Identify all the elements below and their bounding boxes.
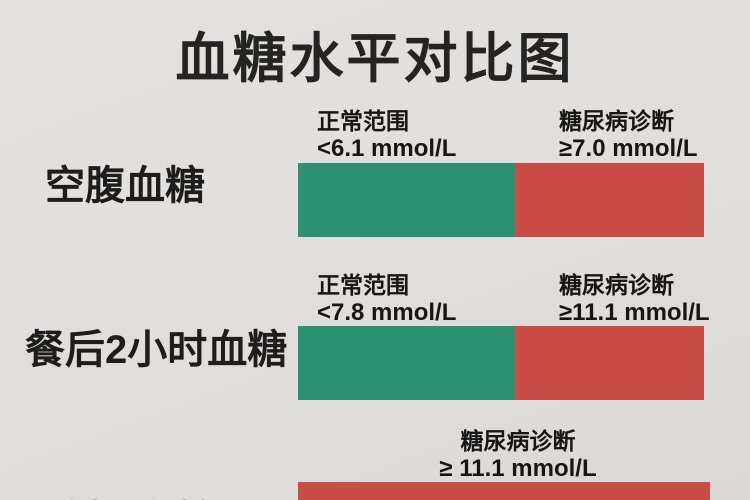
diabetes-segment [514, 326, 704, 400]
diabetes-header-row2: 糖尿病诊断 ≥11.1 mmol/L [559, 272, 710, 327]
diabetes-value: ≥7.0 mmol/L [559, 135, 698, 163]
normal-range-segment [298, 163, 515, 237]
normal-range-title: 正常范围 [317, 108, 409, 134]
normal-range-segment [298, 326, 515, 400]
normal-range-header-row1: 正常范围 <6.1 mmol/L [317, 108, 456, 163]
diabetes-segment [514, 163, 704, 237]
diabetes-title: 糖尿病诊断 [460, 428, 576, 454]
random-glucose-bar [298, 482, 710, 500]
diabetes-header-row1: 糖尿病诊断 ≥7.0 mmol/L [559, 108, 698, 163]
row-label-postprandial-glucose: 餐后2小时血糖 [25, 328, 288, 372]
normal-range-title: 正常范围 [317, 272, 409, 298]
diabetes-value: ≥ 11.1 mmol/L [439, 455, 597, 483]
normal-range-header-row2: 正常范围 <7.8 mmol/L [317, 272, 456, 327]
chart-title: 血糖水平对比图 [175, 29, 575, 89]
row-label-random-glucose: 随机 血糖 [45, 488, 216, 500]
row-label-fasting-glucose: 空腹血糖 [45, 164, 205, 208]
normal-range-value: <6.1 mmol/L [317, 135, 457, 163]
fasting-glucose-bar [298, 163, 704, 237]
diabetes-value: ≥11.1 mmol/L [559, 299, 710, 327]
normal-range-value: <7.8 mmol/L [317, 299, 457, 327]
diabetes-title: 糖尿病诊断 [559, 272, 674, 298]
diabetes-header-row3: 糖尿病诊断 ≥ 11.1 mmol/L [298, 428, 738, 483]
postprandial-glucose-bar [298, 326, 704, 400]
diabetes-title: 糖尿病诊断 [559, 108, 674, 134]
diabetes-segment [298, 482, 710, 500]
